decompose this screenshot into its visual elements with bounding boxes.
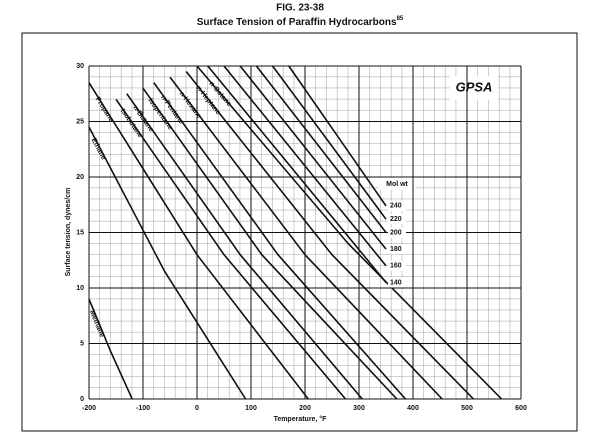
y-tick-label: 15: [76, 229, 84, 236]
x-tick-label: 100: [245, 405, 257, 412]
series-line: [239, 65, 387, 250]
x-tick-label: -200: [82, 405, 96, 412]
y-tick-label: 10: [76, 285, 84, 292]
title-text: Surface Tension of Paraffin Hydrocarbons: [197, 17, 397, 28]
legend-title-box: [378, 178, 416, 190]
mol-wt-label: 240: [390, 203, 402, 210]
label-box: [388, 214, 406, 225]
x-tick-label: 300: [353, 405, 365, 412]
mol-wt-label: 160: [390, 263, 402, 270]
y-axis-label: Surface tension, dynes/cm: [65, 188, 72, 277]
x-tick-label: 200: [299, 405, 311, 412]
y-tick-label: 30: [76, 63, 84, 70]
x-tick-label: 0: [195, 405, 199, 412]
series-line: [88, 298, 133, 400]
mol-wt-label: 200: [390, 229, 402, 236]
series-line: [271, 65, 387, 220]
label-box: [388, 277, 406, 288]
x-tick-label: 600: [515, 405, 527, 412]
label-box: [388, 227, 406, 238]
series-line: [255, 65, 387, 233]
legend-title: Mol wt: [386, 181, 408, 188]
x-tick-label: -100: [136, 405, 150, 412]
series-line: [169, 76, 443, 400]
label-box: [388, 260, 406, 271]
y-tick-label: 25: [76, 118, 84, 125]
mol-wt-label: 180: [390, 246, 402, 253]
series-line: [115, 98, 347, 400]
series-line: [126, 93, 363, 400]
series-line: [88, 126, 247, 400]
title-ref: 85: [397, 16, 404, 22]
x-axis-label: Temperature, °F: [274, 415, 328, 423]
series-line: [153, 82, 407, 400]
series-line: [88, 82, 309, 400]
series-line: [196, 65, 503, 400]
mol-wt-label: 140: [390, 279, 402, 286]
label-box: [388, 200, 406, 211]
mol-wt-label: 220: [390, 216, 402, 223]
y-tick-label: 20: [76, 174, 84, 181]
chart-title: Surface Tension of Paraffin Hydrocarbons…: [197, 16, 404, 28]
series-line: [223, 65, 387, 267]
series-line: [142, 87, 398, 400]
logo: GPSA: [456, 79, 493, 94]
figure-label: FIG. 23-38: [276, 3, 324, 14]
frame: [21, 32, 578, 432]
series-line: [185, 71, 475, 400]
label-box: [388, 244, 406, 255]
y-tick-label: 5: [80, 340, 84, 347]
x-tick-label: 500: [461, 405, 473, 412]
y-tick-label: 0: [80, 396, 84, 403]
logo-box: [450, 76, 498, 100]
series-line: [288, 65, 387, 207]
series-line: [207, 65, 387, 283]
x-tick-label: 400: [407, 405, 419, 412]
